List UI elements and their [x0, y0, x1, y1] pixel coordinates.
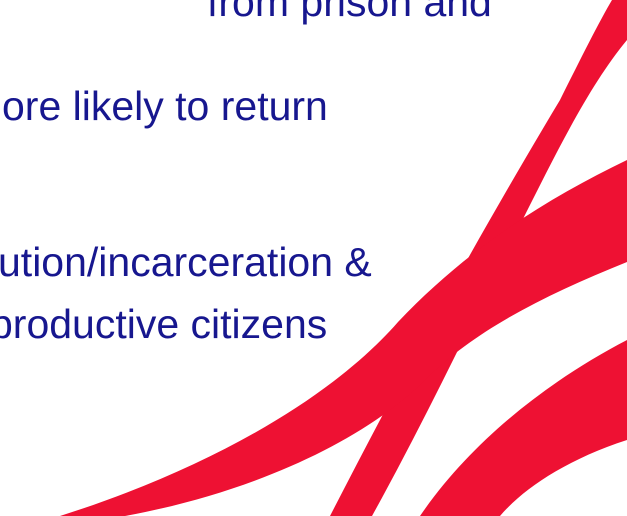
text-line: productive citizens — [0, 304, 327, 345]
text-line: ore likely to return — [2, 86, 328, 127]
swoosh — [420, 340, 627, 516]
slide: from prison and ore likely to return uti… — [0, 0, 627, 516]
text-line: from prison and — [207, 0, 492, 23]
text-line: ution/incarceration & — [0, 242, 372, 283]
